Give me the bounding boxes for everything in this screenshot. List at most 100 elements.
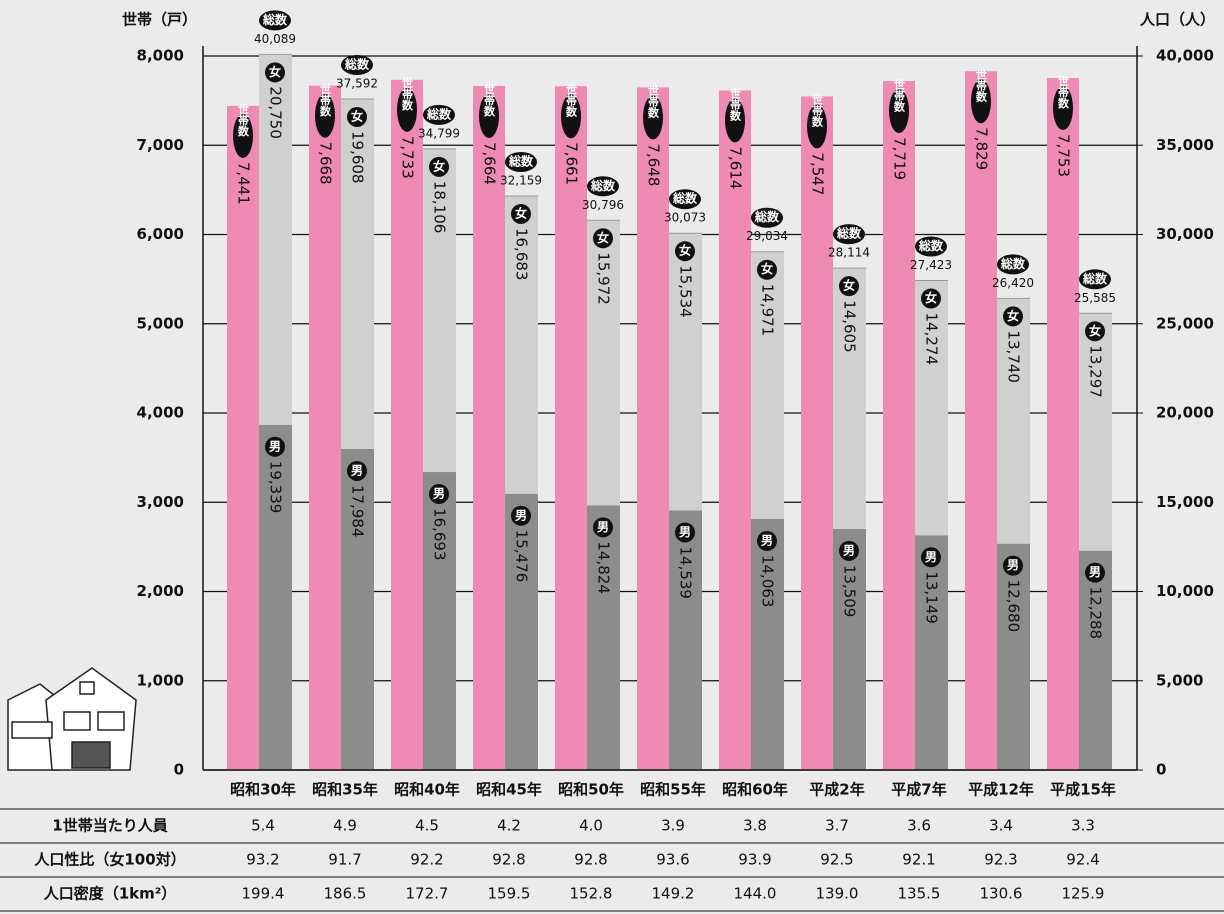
household-bar — [801, 96, 833, 770]
female-badge-text: 女 — [1007, 308, 1019, 323]
male-label: 12,680 — [1005, 580, 1023, 633]
household-bar — [965, 71, 997, 770]
household-badge-text: 世帯数 — [811, 93, 825, 128]
table-cell: 3.9 — [661, 817, 685, 835]
household-label: 7,661 — [563, 142, 581, 185]
x-tick-label: 平成12年 — [968, 781, 1034, 799]
household-label: 7,733 — [399, 136, 417, 179]
y-axis-label: 世帯（戸） — [122, 11, 197, 29]
household-label: 7,753 — [1055, 134, 1073, 177]
female-badge-text: 女 — [515, 205, 527, 220]
x-tick-label: 昭和55年 — [640, 781, 706, 799]
table-cell: 92.1 — [902, 851, 935, 869]
y2-tick-label: 10,000 — [1156, 582, 1214, 600]
total-badge-text: 総数 — [836, 226, 862, 241]
y2-tick-label: 25,000 — [1156, 314, 1214, 332]
table-row-label: 1世帯当たり人員 — [52, 817, 167, 835]
table-cell: 92.4 — [1066, 851, 1099, 869]
total-badge-text: 総数 — [918, 238, 944, 253]
male-badge-text: 男 — [515, 508, 527, 522]
male-bar — [997, 544, 1030, 770]
male-badge-text: 男 — [1089, 565, 1101, 579]
table-cell: 92.8 — [492, 851, 525, 869]
total-label: 40,089 — [254, 32, 296, 46]
male-badge-text: 男 — [351, 463, 363, 477]
male-label: 15,476 — [513, 530, 531, 583]
male-badge-text: 男 — [761, 533, 773, 547]
x-tick-label: 平成2年 — [809, 781, 864, 799]
male-label: 13,509 — [841, 565, 859, 618]
total-badge-text: 総数 — [1000, 256, 1026, 271]
total-badge-text: 総数 — [1082, 271, 1108, 286]
x-tick-label: 昭和50年 — [558, 781, 624, 799]
male-badge-text: 男 — [1007, 558, 1019, 572]
household-label: 7,441 — [235, 162, 253, 205]
total-badge-text: 総数 — [672, 191, 698, 206]
total-label: 27,423 — [910, 258, 952, 272]
y-tick-label: 0 — [174, 761, 184, 779]
male-label: 13,149 — [923, 571, 941, 624]
table-cell: 5.4 — [251, 817, 275, 835]
table-cell: 4.9 — [333, 817, 357, 835]
female-badge-text: 女 — [269, 64, 281, 79]
table-cell: 135.5 — [898, 885, 941, 903]
total-badge-text: 総数 — [590, 178, 616, 193]
total-label: 29,034 — [746, 229, 788, 243]
household-badge-text: 世帯数 — [975, 67, 989, 102]
household-bar — [227, 106, 259, 770]
female-label: 15,534 — [677, 265, 695, 318]
household-label: 7,614 — [727, 146, 745, 189]
table-cell: 139.0 — [816, 885, 859, 903]
total-badge-text: 総数 — [426, 106, 452, 121]
table-cell: 144.0 — [734, 885, 777, 903]
female-badge-text: 女 — [433, 158, 445, 173]
total-label: 28,114 — [828, 246, 870, 260]
total-label: 30,796 — [582, 198, 624, 212]
table-cell: 91.7 — [328, 851, 361, 869]
x-tick-label: 平成15年 — [1050, 781, 1116, 799]
female-label: 13,740 — [1005, 330, 1023, 383]
female-badge-text: 女 — [679, 243, 691, 258]
household-bar — [391, 80, 423, 770]
table-cell: 92.3 — [984, 851, 1017, 869]
female-label: 16,683 — [513, 228, 531, 281]
female-label: 15,972 — [595, 252, 613, 304]
table-cell: 159.5 — [488, 885, 531, 903]
household-label: 7,648 — [645, 143, 663, 186]
male-bar — [1079, 551, 1112, 770]
female-label: 18,106 — [431, 181, 449, 234]
household-label: 7,668 — [317, 142, 335, 185]
household-badge-text: 世帯数 — [565, 82, 579, 117]
household-badge-text: 世帯数 — [893, 77, 907, 112]
table-cell: 186.5 — [324, 885, 367, 903]
y-tick-label: 4,000 — [137, 404, 184, 422]
female-badge-text: 女 — [351, 108, 363, 123]
table-cell: 93.9 — [738, 851, 771, 869]
table-cell: 3.8 — [743, 817, 767, 835]
table-cell: 4.0 — [579, 817, 603, 835]
table-cell: 92.5 — [820, 851, 853, 869]
male-label: 14,539 — [677, 546, 695, 599]
table-cell: 92.8 — [574, 851, 607, 869]
y2-tick-label: 20,000 — [1156, 404, 1214, 422]
male-label: 17,984 — [349, 485, 367, 538]
female-badge-text: 女 — [1089, 323, 1101, 338]
y2-tick-label: 5,000 — [1156, 671, 1203, 689]
female-badge-text: 女 — [761, 261, 773, 276]
x-tick-label: 昭和30年 — [230, 781, 296, 799]
female-badge-text: 女 — [843, 278, 855, 293]
table-cell: 172.7 — [406, 885, 449, 903]
male-label: 19,339 — [267, 461, 285, 513]
y-tick-label: 2,000 — [137, 582, 184, 600]
table-cell: 3.6 — [907, 817, 931, 835]
table-row-label: 人口性比（女100対） — [33, 851, 185, 869]
male-label: 16,693 — [431, 508, 449, 560]
female-label: 13,297 — [1087, 345, 1105, 398]
household-bar — [1047, 78, 1079, 770]
table-cell: 125.9 — [1062, 885, 1105, 903]
y2-tick-label: 35,000 — [1156, 136, 1214, 154]
household-bar — [637, 87, 669, 770]
y-tick-label: 3,000 — [137, 493, 184, 511]
male-label: 14,824 — [595, 541, 613, 594]
household-badge-text: 世帯数 — [237, 102, 251, 137]
